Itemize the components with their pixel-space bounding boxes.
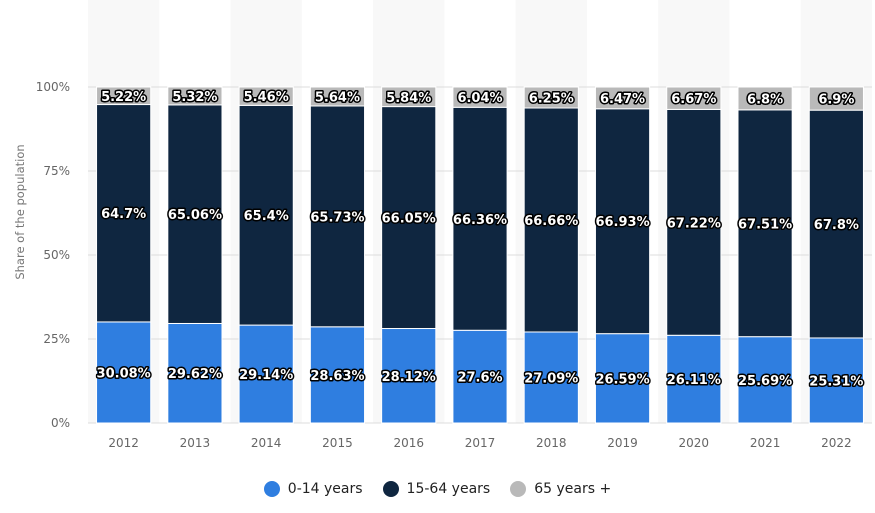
bar-segment[interactable]: [167, 86, 223, 106]
x-tick-label: 2013: [180, 436, 211, 450]
bar-segment[interactable]: [666, 86, 722, 110]
data-label: 30.08%: [97, 366, 151, 381]
x-axis: 2012 2013 2014 2015 2016 2017 2018 2019 2020 2021…: [108, 436, 851, 450]
bar-segment[interactable]: [167, 104, 223, 324]
bar-segment[interactable]: [666, 334, 722, 424]
x-tick-label: 2019: [607, 436, 638, 450]
y-tick-label: 50%: [43, 248, 70, 262]
bar-segment[interactable]: [381, 328, 437, 424]
x-tick-label: 2020: [679, 436, 710, 450]
bar-segment[interactable]: [309, 105, 366, 328]
data-label: 66.05%: [382, 212, 436, 227]
data-label: 26.11%: [667, 373, 721, 388]
data-label: 6.8%: [747, 92, 783, 107]
bar-segment[interactable]: [238, 324, 294, 424]
bar-segment[interactable]: [96, 321, 152, 424]
data-label: 29.14%: [239, 368, 293, 383]
data-label: 67.51%: [738, 217, 792, 232]
legend-swatch-icon: [510, 481, 527, 497]
data-label: 67.8%: [814, 218, 859, 233]
x-tick-label: 2015: [322, 436, 353, 450]
bar-segment[interactable]: [808, 86, 864, 111]
data-label: 67.22%: [667, 216, 721, 231]
x-tick-label: 2014: [251, 436, 282, 450]
bar-segment[interactable]: [96, 86, 152, 106]
bars: [96, 86, 864, 424]
data-label: 66.93%: [595, 215, 649, 230]
bar-segment[interactable]: [737, 86, 793, 111]
bar-segment[interactable]: [309, 86, 366, 107]
legend: 0-14 years 15-64 years 65 years +: [0, 481, 875, 497]
bar-segment[interactable]: [594, 333, 651, 424]
data-label: 65.4%: [244, 209, 289, 224]
x-tick-label: 2018: [536, 436, 567, 450]
data-label: 65.73%: [310, 210, 364, 225]
bar-segment[interactable]: [523, 331, 579, 424]
data-label: 28.63%: [310, 369, 364, 384]
y-tick-label: 100%: [36, 80, 70, 94]
data-label: 28.12%: [382, 370, 436, 385]
bar-segment[interactable]: [452, 329, 508, 424]
bar-segment[interactable]: [238, 104, 294, 326]
bar-segment[interactable]: [238, 86, 294, 106]
data-label: 5.64%: [315, 90, 360, 105]
data-label: 29.62%: [168, 367, 222, 382]
data-label: 6.25%: [529, 92, 574, 107]
data-label: 6.47%: [600, 92, 645, 107]
bar-segment[interactable]: [523, 107, 579, 333]
data-label: 6.04%: [457, 91, 502, 106]
x-tick-label: 2021: [750, 436, 781, 450]
legend-item[interactable]: 15-64 years: [382, 481, 491, 497]
legend-label: 0-14 years: [287, 481, 363, 497]
bar-segment[interactable]: [167, 322, 223, 424]
data-label: 66.66%: [524, 214, 578, 229]
bar-segment[interactable]: [381, 86, 437, 108]
x-tick-label: 2022: [821, 436, 852, 450]
bar-segment[interactable]: [737, 336, 793, 424]
data-label: 65.06%: [168, 208, 222, 223]
data-label: 25.69%: [738, 374, 792, 389]
x-tick-label: 2017: [465, 436, 496, 450]
y-tick-label: 0%: [51, 416, 70, 430]
data-label: 6.67%: [671, 92, 716, 107]
data-label: 27.6%: [457, 371, 502, 386]
bar-segment[interactable]: [96, 104, 152, 323]
data-label: 5.22%: [101, 90, 146, 105]
y-axis-label: Share of the population: [13, 144, 27, 279]
legend-item[interactable]: 65 years +: [510, 481, 611, 497]
data-label: 6.9%: [818, 93, 854, 108]
data-label: 5.32%: [172, 90, 217, 105]
bar-segment[interactable]: [381, 106, 437, 330]
bar-segment[interactable]: [737, 109, 793, 338]
bar-segment[interactable]: [594, 86, 651, 110]
bar-segment[interactable]: [594, 108, 651, 335]
x-tick-label: 2012: [108, 436, 139, 450]
legend-label: 65 years +: [534, 481, 612, 497]
bar-segment[interactable]: [309, 326, 366, 424]
bar-segment[interactable]: [523, 86, 579, 109]
y-tick-label: 25%: [43, 332, 70, 346]
data-label: 5.84%: [386, 91, 431, 106]
y-tick-label: 75%: [43, 164, 70, 178]
y-axis: 0% 25% 50% 75% 100%: [36, 80, 70, 430]
bar-segment[interactable]: [452, 86, 508, 108]
data-label: 27.09%: [524, 371, 578, 386]
legend-item[interactable]: 0-14 years: [263, 481, 363, 497]
data-label: 64.7%: [101, 207, 146, 222]
legend-swatch-icon: [382, 481, 399, 497]
x-tick-label: 2016: [393, 436, 424, 450]
bar-segment[interactable]: [666, 108, 722, 336]
data-label: 25.31%: [809, 374, 863, 389]
legend-label: 15-64 years: [406, 481, 491, 497]
bar-segment[interactable]: [452, 106, 508, 331]
data-label: 26.59%: [595, 372, 649, 387]
data-labels: 30.08% 64.7% 5.22% 29.62% 65.06% 5.32% 29.14% 6…: [95, 88, 865, 391]
data-label: 66.36%: [453, 213, 507, 228]
data-label: 5.46%: [244, 90, 289, 105]
legend-swatch-icon: [263, 481, 280, 497]
